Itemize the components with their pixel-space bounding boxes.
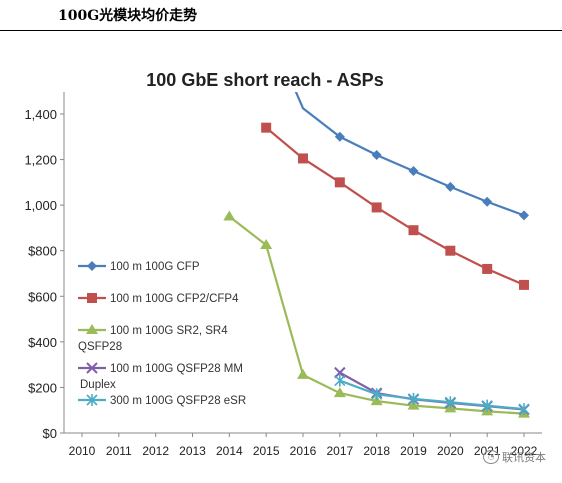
y-tick-label: 1,000 — [24, 198, 57, 213]
x-tick-label: 2010 — [69, 444, 96, 458]
legend-label: 100 m 100G CFP — [110, 261, 200, 273]
data-point — [334, 177, 345, 188]
series-4 — [334, 374, 530, 416]
x-tick-label: 2017 — [326, 444, 353, 458]
y-tick-label: $400 — [28, 335, 57, 350]
y-tick-label: $600 — [28, 289, 57, 304]
series-0 — [294, 92, 529, 221]
y-tick-label: $200 — [28, 380, 57, 395]
x-tick-label: 2019 — [400, 444, 427, 458]
data-point — [407, 392, 420, 405]
series-1 — [261, 122, 529, 290]
x-tick-label: 2013 — [179, 444, 206, 458]
y-tick-label: 1,200 — [24, 153, 57, 168]
data-point — [223, 210, 236, 221]
x-tick-label: 2011 — [106, 444, 132, 458]
data-point — [445, 181, 456, 192]
data-point — [519, 279, 529, 290]
y-tick-label: 1,400 — [24, 107, 57, 122]
data-point — [408, 165, 419, 176]
x-tick-label: 2012 — [142, 444, 169, 458]
data-point — [333, 387, 346, 398]
y-tick-label: $800 — [28, 244, 57, 259]
watermark: ◔ 联讯资本 — [483, 449, 546, 465]
legend-marker — [86, 394, 98, 406]
data-point — [334, 131, 345, 142]
legend-marker — [86, 362, 98, 374]
data-point — [444, 396, 456, 409]
wechat-icon: ◔ — [483, 450, 499, 464]
data-point — [519, 210, 529, 221]
legend-marker — [87, 293, 97, 303]
data-point — [371, 202, 382, 213]
legend: 100 m 100G CFP 100 m 100G CFP2/CFP4 100 m … — [78, 261, 246, 407]
legend-marker — [86, 324, 98, 334]
data-point — [371, 388, 383, 401]
x-tick-label: 2020 — [437, 444, 464, 458]
series-line — [339, 379, 525, 411]
x-tick-label: 2016 — [290, 444, 317, 458]
data-point — [371, 150, 382, 161]
data-point — [298, 153, 308, 164]
series-line — [228, 215, 525, 415]
watermark-text: 联讯资本 — [502, 451, 546, 464]
chart-title: 100 GbE short reach - ASPs — [146, 70, 383, 90]
legend-marker — [87, 261, 97, 271]
data-point — [297, 368, 309, 379]
data-point — [261, 122, 272, 133]
data-point — [518, 403, 530, 416]
series-line — [265, 126, 525, 286]
series-line — [294, 92, 525, 217]
data-point — [481, 399, 493, 412]
axes: $0 $200 $400 $600 $800 1,000 1,200 1,400 2010 201… — [24, 92, 542, 458]
data-point — [334, 366, 346, 379]
legend-label: 100 m 100G QSFP28 MM Duplex — [80, 363, 243, 391]
data-point — [260, 239, 273, 250]
page-title: 100G光模块均价走势 — [58, 8, 198, 24]
legend-label: 300 m 100G QSFP28 eSR — [110, 395, 246, 407]
data-point — [482, 263, 493, 274]
y-tick-label: $0 — [43, 426, 57, 441]
data-point — [408, 225, 419, 236]
data-point — [482, 196, 493, 207]
legend-label: 100 m 100G SR2, SR4 QSFP28 — [78, 325, 228, 353]
legend-label: 100 m 100G CFP2/CFP4 — [110, 293, 239, 305]
data-point — [445, 245, 456, 256]
x-tick-label: 2015 — [253, 444, 280, 458]
x-tick-label: 2014 — [216, 444, 243, 458]
x-tick-label: 2018 — [363, 444, 390, 458]
x-tick-label: 2022 — [511, 444, 538, 458]
series-layer — [223, 92, 530, 418]
data-point — [334, 374, 346, 387]
page-header: 100G光模块均价走势 — [0, 0, 562, 31]
series-2 — [223, 210, 530, 418]
